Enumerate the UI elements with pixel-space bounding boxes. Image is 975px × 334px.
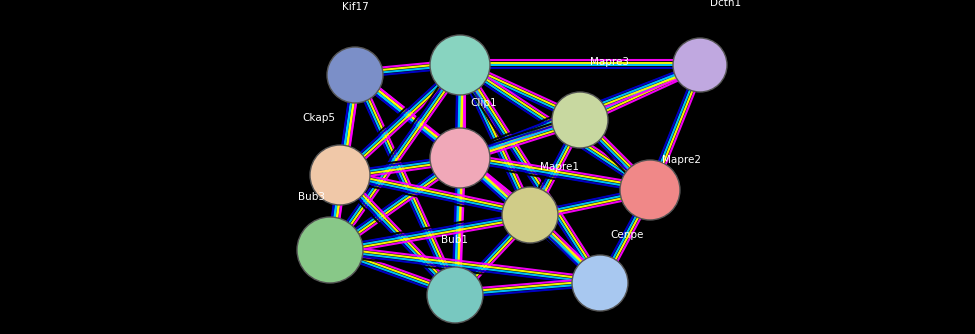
Text: Mapre2: Mapre2: [662, 155, 701, 165]
Text: Mapre3: Mapre3: [590, 57, 629, 67]
Circle shape: [572, 255, 628, 311]
Text: Ckap5: Ckap5: [302, 113, 335, 123]
Circle shape: [327, 47, 383, 103]
Text: Mapre1: Mapre1: [540, 162, 579, 172]
Circle shape: [430, 35, 490, 95]
Circle shape: [430, 128, 490, 188]
Text: Bub3: Bub3: [298, 192, 325, 202]
Circle shape: [620, 160, 680, 220]
Circle shape: [502, 187, 558, 243]
Circle shape: [310, 145, 370, 205]
Text: Kif17: Kif17: [341, 2, 369, 12]
Text: Bub1: Bub1: [442, 235, 469, 245]
Circle shape: [427, 267, 483, 323]
Text: Dctn1: Dctn1: [710, 0, 741, 8]
Text: Cenpe: Cenpe: [610, 230, 644, 240]
Circle shape: [297, 217, 363, 283]
Text: Clip1: Clip1: [470, 98, 496, 108]
Circle shape: [673, 38, 727, 92]
Circle shape: [552, 92, 608, 148]
